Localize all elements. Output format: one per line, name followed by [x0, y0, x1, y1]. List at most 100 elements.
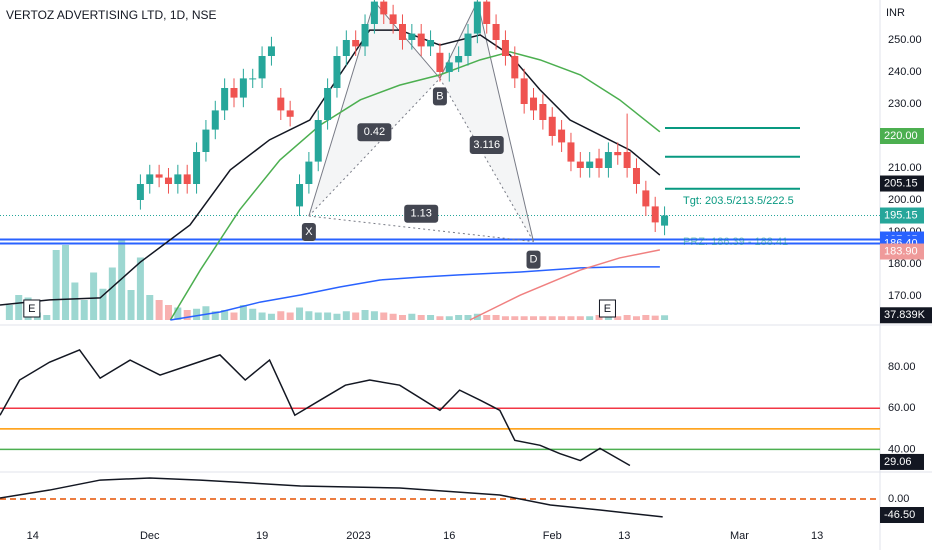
ratio-label: 1.13: [410, 208, 431, 220]
y-tick-label: 210.00: [888, 162, 922, 174]
candle-body: [277, 97, 285, 111]
ma-line: [469, 249, 661, 321]
volume-bar: [174, 307, 182, 320]
candle-body: [193, 152, 201, 184]
pattern-area: [439, 1, 534, 242]
candle-body: [427, 40, 435, 47]
volume-bar: [492, 315, 500, 320]
volume-bar: [511, 316, 519, 320]
candle-body: [642, 190, 650, 207]
volume-bar: [80, 300, 88, 320]
candle-body: [202, 129, 210, 152]
price-label-box: [880, 307, 932, 324]
volume-bar: [604, 316, 612, 320]
volume-bar: [62, 245, 70, 320]
candle-body: [164, 177, 172, 184]
ratio-line: [439, 78, 534, 242]
point-label: B: [436, 90, 443, 102]
candle-body: [614, 152, 622, 156]
volume-bar: [90, 272, 98, 320]
x-tick-label: 19: [256, 530, 268, 542]
event-box: [23, 299, 41, 318]
volume-bar: [15, 295, 23, 320]
price-label: 220.00: [884, 130, 918, 142]
volume-bar: [464, 315, 472, 320]
candle-body: [174, 174, 182, 184]
volume-bar: [530, 316, 538, 320]
volume-bar: [108, 267, 116, 320]
volume-bar: [333, 313, 341, 320]
y-tick-label: 230.00: [888, 98, 922, 110]
candle-body: [445, 62, 453, 72]
x-tick-label: Mar: [730, 530, 749, 542]
volume-bar: [455, 315, 463, 320]
point-box: [301, 223, 316, 241]
candle-body: [576, 161, 584, 168]
candle-body: [530, 97, 538, 111]
volume-bar: [258, 312, 266, 320]
candle-body: [398, 24, 406, 40]
volume-bar: [314, 312, 322, 320]
ma-line: [169, 51, 661, 321]
x-tick-label: 13: [811, 530, 823, 542]
point-box: [526, 250, 541, 269]
volume-bar: [352, 312, 360, 320]
volume-bar: [567, 316, 575, 320]
candle-body: [417, 33, 425, 47]
volume-bar: [99, 288, 107, 320]
price-label-box: [880, 207, 924, 224]
candle-body: [221, 88, 229, 111]
ratio-line: [308, 78, 441, 217]
volume-bar: [221, 310, 229, 320]
candle-body: [361, 24, 369, 47]
y-tick-label: 200.00: [888, 194, 922, 206]
price-label-box: [880, 507, 924, 524]
volume-bar: [436, 316, 444, 320]
y-tick-label: 240.00: [888, 66, 922, 78]
price-label: -46.50: [884, 509, 915, 521]
volume-bar: [127, 290, 135, 320]
candle-body: [249, 78, 257, 80]
price-label: 195.15: [884, 209, 918, 221]
volume-bar: [155, 300, 163, 320]
price-label: 183.90: [884, 245, 918, 257]
volume-bar: [389, 313, 397, 320]
volume-bar: [71, 282, 79, 320]
ratio-box: [357, 123, 392, 142]
candle-body: [436, 52, 444, 72]
volume-bar: [576, 316, 584, 320]
y-tick-label: 0.00: [888, 493, 909, 505]
candle-body: [520, 78, 528, 104]
volume-bar: [548, 316, 556, 320]
y-tick-label: 40.00: [888, 443, 916, 455]
volume-bar: [408, 313, 416, 320]
candle-body: [183, 174, 191, 184]
candle-body: [501, 40, 509, 56]
volume-bar: [305, 311, 313, 320]
candle-body: [155, 174, 163, 178]
price-label: 29.06: [884, 456, 912, 468]
candle-body: [464, 33, 472, 56]
point-label: X: [305, 226, 313, 238]
candle-body: [586, 161, 594, 168]
candle-body: [352, 40, 360, 47]
candle-body: [511, 56, 519, 79]
candle-body: [239, 78, 247, 98]
volume-bar: [398, 315, 406, 320]
y-tick-label: 80.00: [888, 361, 916, 373]
volume-bar: [483, 315, 491, 320]
volume-bar: [445, 316, 453, 320]
volume-bar: [211, 311, 219, 320]
candle-body: [492, 24, 500, 40]
volume-bar: [370, 311, 378, 320]
price-label-box: [880, 128, 924, 144]
candle-body: [661, 215, 669, 226]
candle-body: [370, 1, 378, 24]
candle-body: [267, 46, 275, 56]
x-tick-label: Dec: [140, 530, 160, 542]
volume-bar: [361, 310, 369, 320]
volume-bar: [52, 250, 60, 320]
volume-bar: [651, 315, 659, 320]
price-label: 37.839K: [884, 309, 926, 321]
